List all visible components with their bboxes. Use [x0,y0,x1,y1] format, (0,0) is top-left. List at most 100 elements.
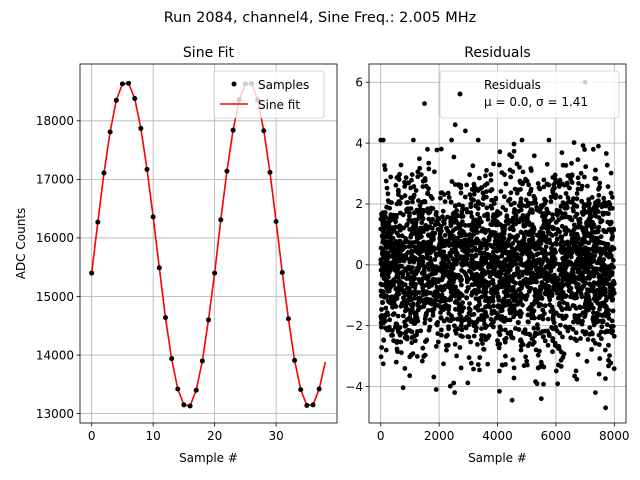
residual-point [587,302,593,307]
sine-fit-ticks: 0 10 20 30 13000 14000 15000 16000 17000 18000 [36,114,284,443]
residual-point [430,206,436,211]
residual-point [545,316,551,322]
residual-point [450,316,455,322]
residual-point [588,208,594,213]
residual-point [466,355,472,360]
residual-point [544,239,549,245]
residual-point [526,268,531,274]
residual-point [571,140,577,146]
residual-point [454,353,459,359]
sine-fit-ytick-label-3: 16000 [36,231,74,245]
residual-point [558,204,564,209]
residual-point [413,338,418,344]
residual-point [473,287,478,293]
residual-point [511,148,517,154]
residual-point [608,170,614,176]
residual-point [534,252,539,258]
residual-point [470,273,476,279]
residual-point [480,242,486,248]
residual-point [599,202,604,208]
residual-point [422,352,428,358]
residual-point [583,329,589,335]
residual-point [609,281,615,287]
residual-point [422,176,428,181]
residual-point [538,302,544,308]
residual-point [486,283,491,288]
residual-point [579,270,585,275]
residual-point [399,263,405,269]
residual-point [555,227,560,232]
residual-point [582,210,588,216]
residual-point [535,365,541,371]
residual-point [479,317,484,323]
residual-point [550,189,556,195]
residual-point [585,337,591,342]
residual-point [380,247,386,253]
residual-point [582,147,587,152]
residual-point [468,319,474,325]
residual-point [395,349,400,354]
residual-point [486,333,492,339]
residual-point [565,277,571,283]
residual-point [603,376,608,381]
residual-point [402,239,407,245]
residual-point [398,331,403,336]
residual-point [553,240,559,246]
residual-point [475,342,480,347]
residual-point [493,222,499,228]
residual-point [565,239,570,245]
residual-point [586,246,591,252]
residuals-ytick-label-1: −2 [345,319,363,333]
residual-point [543,269,549,275]
residual-point [433,212,439,218]
residual-point [482,293,488,298]
residual-point [503,327,508,333]
residual-point [415,265,420,271]
residual-point [596,248,601,253]
residual-point [444,265,449,270]
residual-point [428,241,433,247]
residual-point [549,293,555,298]
residual-point [564,301,570,307]
residual-point [444,225,449,231]
residual-point [540,313,545,319]
residual-point [578,253,583,259]
residuals-points-layer [378,79,617,411]
residual-point [610,308,616,314]
residual-point [411,321,417,326]
sample-point [212,270,218,276]
residual-point [397,200,403,206]
residual-point [550,224,555,230]
residual-point [422,316,428,322]
residual-point [411,137,416,143]
residual-point [471,231,477,237]
residual-point [573,233,578,238]
sample-point [101,170,107,176]
residual-point [557,330,563,336]
residual-point [500,239,505,245]
residual-point [605,184,611,190]
legend-samples-marker [231,81,237,87]
residual-point [600,287,606,293]
residual-point [390,312,396,318]
sample-point [95,219,101,225]
residual-point [486,300,492,306]
residual-point [521,231,527,237]
residual-point [410,351,416,357]
residual-point [535,208,541,213]
residual-point [603,276,609,282]
residual-point [541,381,546,387]
residual-point [510,169,516,175]
residual-point [515,271,521,276]
residual-point [378,314,384,319]
residual-point [471,366,476,372]
residual-point [573,330,579,336]
residual-point [467,192,473,198]
residual-point [596,371,602,377]
residual-point [404,221,410,227]
residual-point [502,172,507,178]
residual-point [574,191,580,196]
residual-point [528,312,534,317]
residual-point [535,245,541,251]
residual-point [489,197,494,203]
